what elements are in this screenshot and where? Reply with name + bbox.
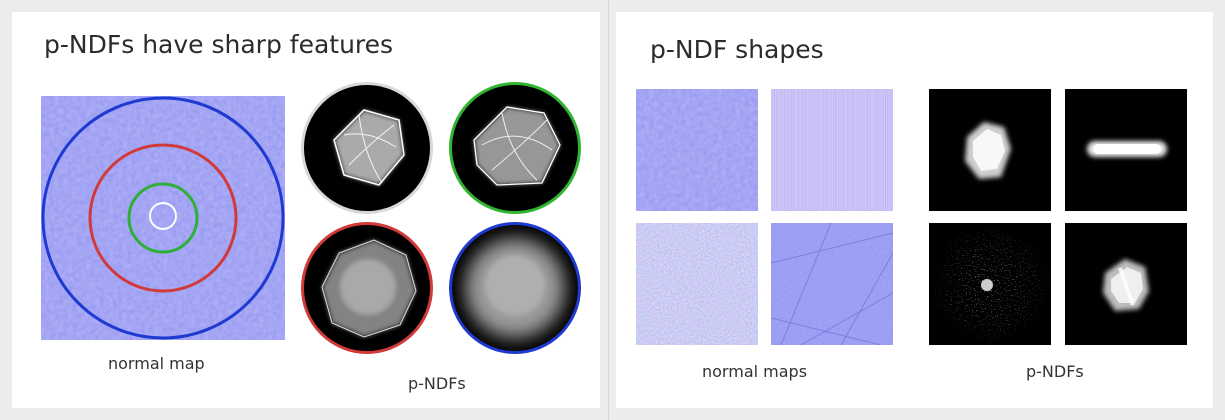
left-pndfs-caption: p-NDFs xyxy=(408,374,466,393)
normal-map-image xyxy=(41,96,285,340)
pndf-circle-blue xyxy=(449,222,581,354)
normal-map-noisy xyxy=(636,223,758,345)
right-slide: p-NDF shapes normal maps xyxy=(616,12,1213,408)
normal-map-bumpy xyxy=(636,89,758,211)
pndf-square-blob xyxy=(929,89,1051,211)
left-slide-title: p-NDFs have sharp features xyxy=(44,30,394,59)
left-slide: p-NDFs have sharp features normal map xyxy=(12,12,600,408)
white-ring xyxy=(149,202,177,230)
right-pndfs-caption: p-NDFs xyxy=(1026,362,1084,381)
blue-ring xyxy=(41,96,285,340)
normal-map-caption: normal map xyxy=(108,354,205,373)
normal-maps-caption: normal maps xyxy=(702,362,808,381)
green-ring xyxy=(127,182,199,254)
normal-map-striped xyxy=(771,89,893,211)
normal-map-scratched xyxy=(771,223,893,345)
pndf-circle-red xyxy=(301,222,433,354)
red-ring xyxy=(88,143,238,293)
right-slide-title: p-NDF shapes xyxy=(650,35,824,64)
slide-divider xyxy=(608,0,609,420)
pndf-square-folded xyxy=(1065,223,1187,345)
pndf-square-bar xyxy=(1065,89,1187,211)
pndf-circle-green xyxy=(449,82,581,214)
pndf-circle-white xyxy=(301,82,433,214)
pndf-square-scatter xyxy=(929,223,1051,345)
